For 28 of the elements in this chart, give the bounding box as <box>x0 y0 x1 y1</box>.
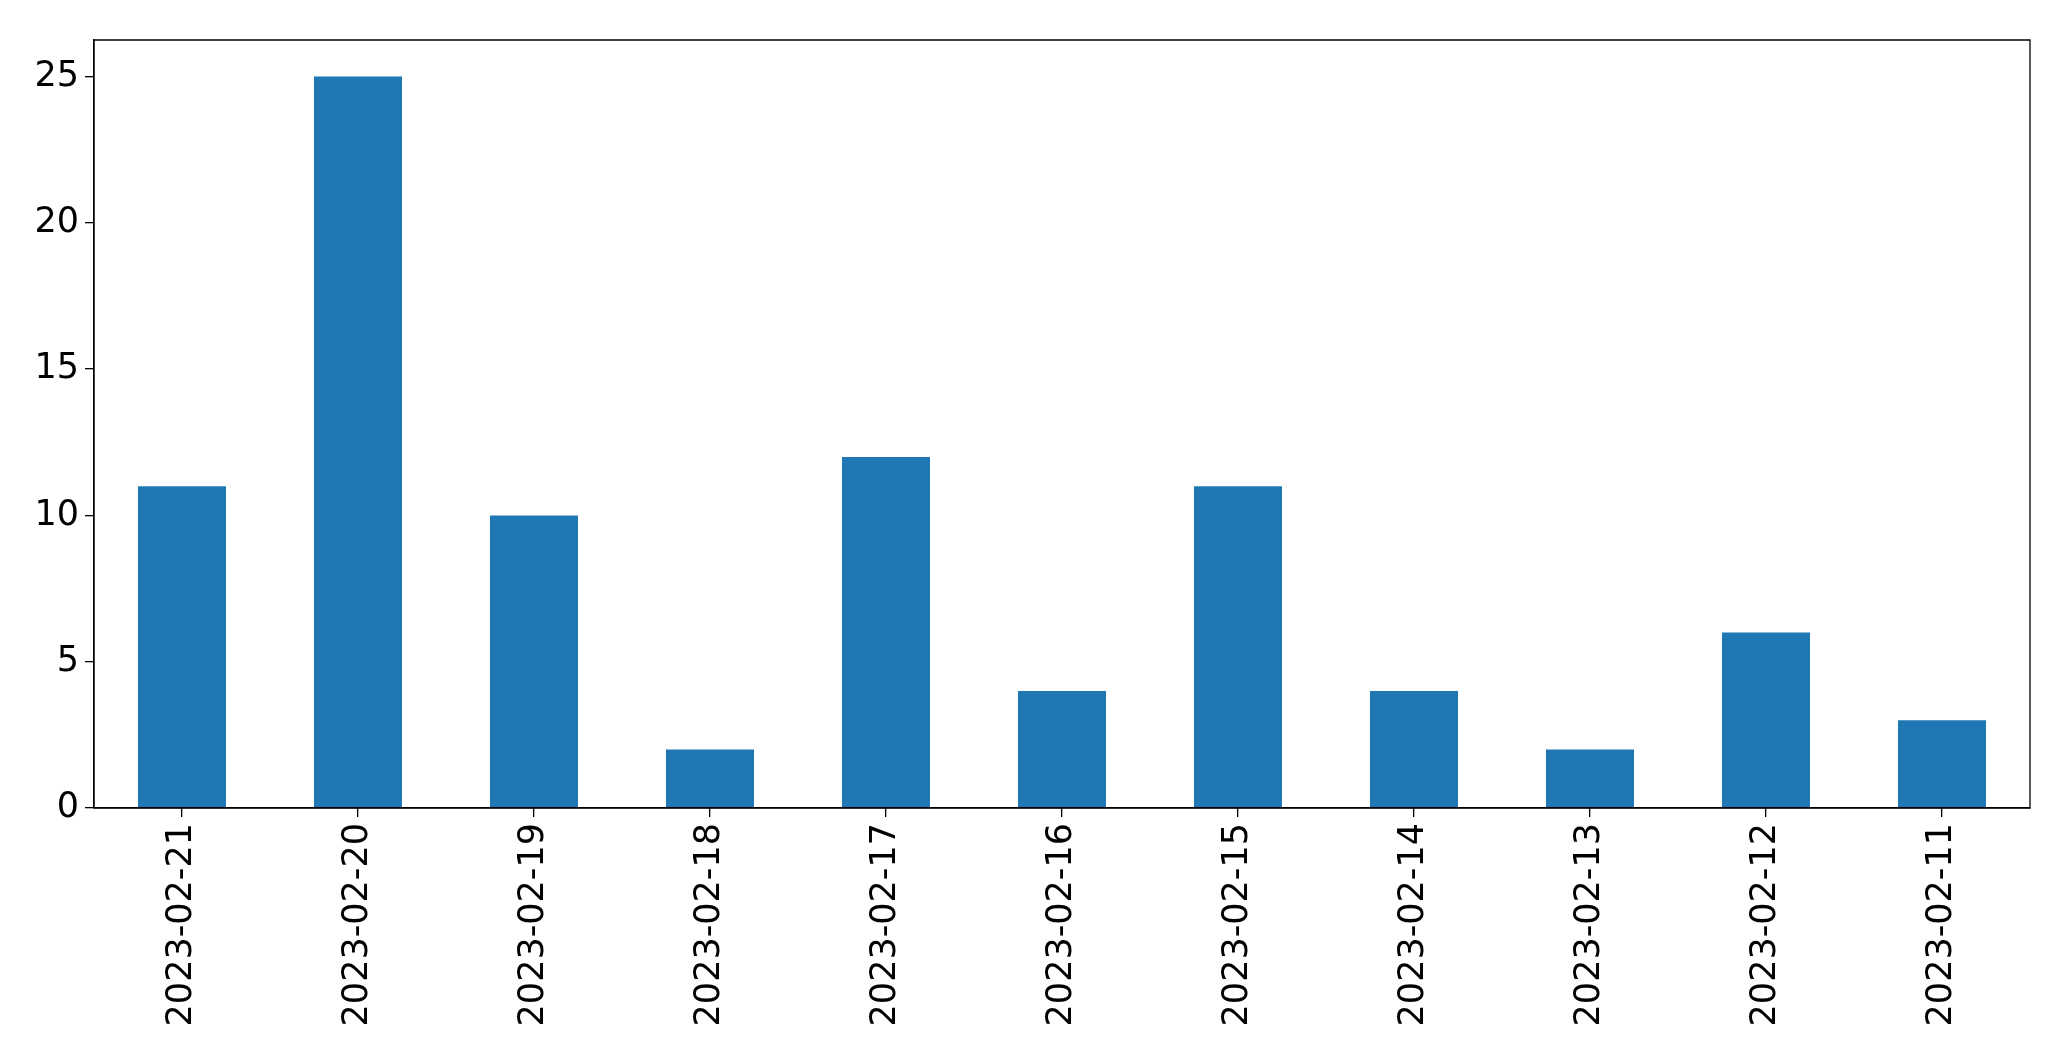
bar <box>138 486 226 808</box>
x-tick-label: 2023-02-12 <box>1743 823 1784 1027</box>
x-tick-label: 2023-02-15 <box>1215 823 1256 1027</box>
bar <box>1018 690 1106 808</box>
bar <box>1370 690 1458 808</box>
bar <box>1898 720 1986 808</box>
y-tick-label: 25 <box>34 53 79 94</box>
x-tick-label: 2023-02-18 <box>687 823 728 1027</box>
x-tick-label: 2023-02-17 <box>863 823 904 1027</box>
bar <box>1194 486 1282 808</box>
bar <box>842 456 930 808</box>
y-tick-label: 5 <box>56 638 79 679</box>
x-tick-label: 2023-02-21 <box>159 823 200 1027</box>
x-tick-label: 2023-02-13 <box>1567 823 1608 1027</box>
x-tick-label: 2023-02-20 <box>335 823 376 1027</box>
bar <box>1546 749 1634 808</box>
x-tick-label: 2023-02-11 <box>1919 823 1960 1027</box>
bar <box>1722 632 1810 808</box>
x-tick-label: 2023-02-19 <box>511 823 552 1027</box>
y-tick-label: 15 <box>34 346 79 387</box>
x-tick-label: 2023-02-16 <box>1039 823 1080 1027</box>
bar <box>490 515 578 808</box>
y-tick-label: 20 <box>34 199 79 240</box>
y-tick-label: 0 <box>56 785 79 826</box>
y-tick-label: 10 <box>34 492 79 533</box>
bar <box>666 749 754 808</box>
x-tick-label: 2023-02-14 <box>1391 823 1432 1027</box>
bar <box>314 76 402 808</box>
